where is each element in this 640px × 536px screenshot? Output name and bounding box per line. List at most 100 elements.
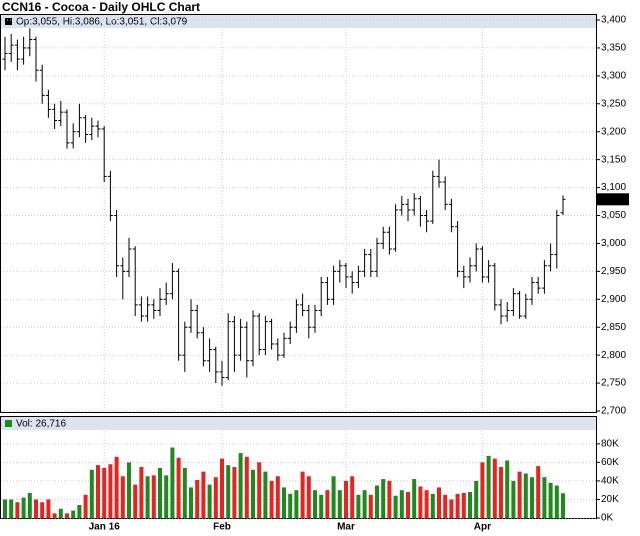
y-tick-label: 80K (601, 438, 619, 449)
volume-bar (213, 477, 218, 518)
volume-bar (158, 467, 162, 518)
y-tick-label: 3,150 (601, 154, 626, 165)
y-tick-label: 2,800 (601, 350, 626, 361)
y-tick-label: 3,000 (601, 238, 626, 249)
volume-bar (21, 497, 26, 518)
y-tick-label: 3,200 (601, 126, 626, 137)
volume-bar (151, 475, 156, 518)
volume-bar (232, 467, 237, 518)
volume-bar (145, 476, 150, 518)
volume-bar (375, 485, 379, 518)
legend-band (1, 15, 596, 28)
volume-legend-text: Vol: 26,716 (16, 419, 66, 430)
volume-bar (406, 492, 410, 518)
volume-bar (511, 480, 516, 518)
volume-bar (34, 499, 38, 518)
volume-bar (83, 494, 88, 518)
y-tick-label: 3,300 (601, 70, 626, 81)
volume-bar (120, 476, 125, 518)
volume-bar (399, 490, 404, 518)
y-tick-label: 40K (601, 476, 619, 487)
volume-bar (238, 453, 243, 518)
volume-bar (201, 471, 206, 518)
volume-bar (257, 462, 262, 518)
y-tick-label: 3,250 (601, 98, 626, 109)
volume-bar (412, 479, 417, 518)
volume-bar (58, 508, 63, 518)
volume-bar (300, 471, 305, 518)
y-tick-label: 2,950 (601, 266, 626, 277)
volume-bar (269, 480, 274, 518)
volume-bar (474, 480, 479, 518)
volume-bar (561, 493, 565, 518)
volume-bar (96, 465, 100, 518)
volume-bar (139, 467, 144, 518)
volume-bar (517, 471, 522, 518)
volume-bar (288, 493, 293, 518)
volume-bar (226, 465, 231, 518)
volume-bar (65, 513, 69, 518)
volume-bar (189, 487, 193, 518)
volume-bar (468, 492, 472, 518)
volume-bar (443, 494, 448, 518)
volume-bar (170, 447, 175, 518)
volume-bar (362, 490, 367, 518)
volume-bar (127, 462, 131, 518)
y-tick-label: 3,100 (601, 182, 626, 193)
volume-bar (27, 492, 32, 518)
volume-bar (282, 487, 286, 518)
volume-bar (3, 499, 7, 518)
volume-bar (164, 475, 169, 518)
volume-bar (437, 487, 441, 518)
y-tick-label: 2,750 (601, 378, 626, 389)
volume-bar (251, 469, 255, 518)
volume-bar (71, 510, 76, 518)
y-tick-label: 3,050 (601, 210, 626, 221)
volume-bar (89, 469, 94, 518)
volume-bar (133, 484, 138, 518)
volume-bar (480, 462, 485, 518)
volume-bar (182, 467, 187, 518)
y-tick-label: 2,700 (601, 406, 626, 417)
volume-bar (542, 477, 547, 518)
volume-bar (195, 479, 200, 518)
volume-bar (77, 505, 82, 518)
x-tick-label: Jan 16 (89, 522, 121, 533)
legend-band (1, 417, 596, 430)
volume-bar (387, 480, 392, 518)
volume-bar (344, 480, 348, 518)
volume-bar (430, 493, 435, 518)
legend-swatch (5, 18, 12, 25)
chart-title: CCN16 - Cocoa - Daily OHLC Chart (2, 0, 200, 14)
volume-bar (46, 499, 51, 518)
volume-bar (350, 476, 355, 518)
volume-bar (9, 499, 14, 518)
volume-bar (325, 490, 330, 518)
legend-text: Op:3,055, Hi:3,086, Lo:3,051, Cl:3,079 (16, 17, 188, 28)
volume-bar (263, 471, 268, 518)
volume-bar (102, 467, 107, 518)
volume-bar (536, 466, 541, 518)
volume-bar (530, 477, 534, 518)
volume-bar (523, 473, 528, 518)
y-tick-label: 20K (601, 494, 619, 505)
volume-bar (337, 490, 342, 518)
volume-bar (554, 485, 559, 518)
volume-bar (220, 458, 224, 518)
volume-bar (306, 476, 311, 518)
price-panel (0, 14, 597, 413)
volume-bar (418, 486, 423, 518)
legend-swatch (5, 420, 12, 427)
y-tick-label: 60K (601, 457, 619, 468)
volume-bar (52, 513, 57, 518)
volume-bar (492, 458, 497, 518)
volume-bar (275, 476, 280, 518)
volume-bar (15, 502, 20, 518)
volume-bar (393, 495, 398, 518)
volume-bar (505, 460, 510, 518)
volume-bar (455, 493, 460, 518)
y-tick-label: 2,900 (601, 294, 626, 305)
volume-bar (294, 490, 299, 518)
